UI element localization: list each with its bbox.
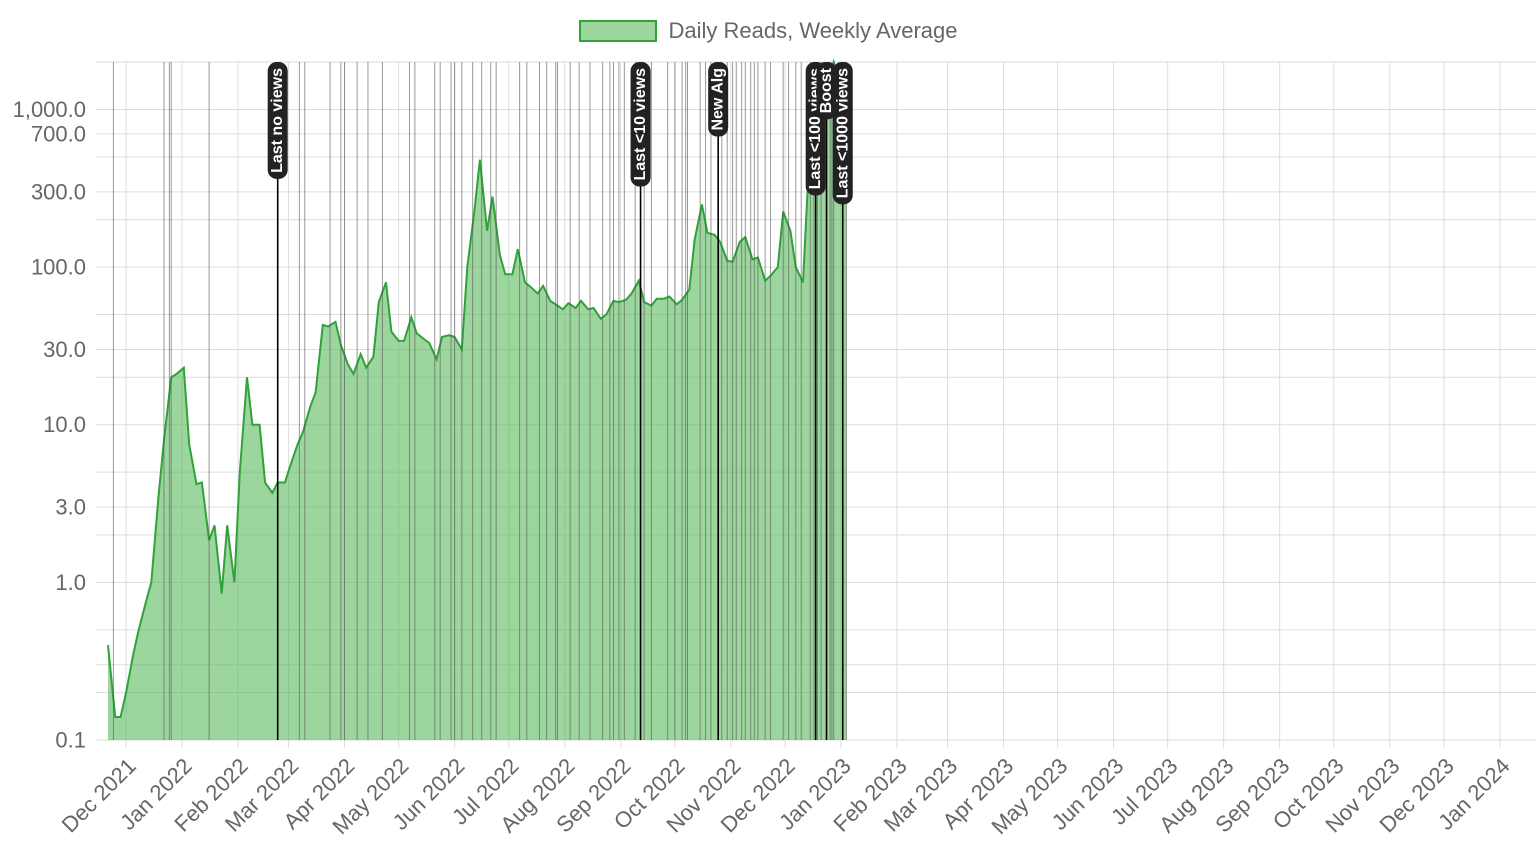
y-tick-label: 30.0 bbox=[43, 337, 86, 362]
legend-swatch bbox=[578, 20, 657, 42]
event-annotation-label: Boost bbox=[818, 67, 835, 113]
event-annotation-label: Last no views bbox=[269, 68, 286, 173]
series-area bbox=[108, 62, 847, 740]
event-annotation: Boost bbox=[816, 62, 837, 120]
y-tick-label: 0.1 bbox=[55, 728, 86, 753]
event-annotation: New Alg bbox=[708, 62, 729, 137]
event-annotation-bg bbox=[816, 62, 837, 120]
event-annotation-label: Last <1000 views bbox=[834, 68, 851, 198]
y-tick-label: 1.0 bbox=[55, 570, 86, 595]
y-tick-label: 700.0 bbox=[31, 121, 86, 146]
y-tick-label: 10.0 bbox=[43, 412, 86, 437]
event-annotation-bg bbox=[630, 62, 651, 187]
event-annotation-bg bbox=[708, 62, 729, 137]
event-annotation: Last <10 views bbox=[630, 62, 651, 187]
y-tick-label: 100.0 bbox=[31, 255, 86, 280]
event-annotation-bg bbox=[267, 62, 288, 179]
event-annotation-label: Last <10 views bbox=[632, 68, 649, 181]
event-annotation: Last no views bbox=[267, 62, 288, 179]
events-layer: Last no views Last <10 views New Alg Last <… bbox=[112, 62, 853, 740]
area-layer bbox=[107, 58, 848, 740]
series-line bbox=[107, 58, 848, 718]
event-annotation-label: New Alg bbox=[710, 68, 727, 131]
y-tick-label: 3.0 bbox=[55, 495, 86, 520]
event-annotation-bg bbox=[832, 62, 853, 205]
y-tick-label: 300.0 bbox=[31, 179, 86, 204]
event-annotation: Last <1000 views bbox=[832, 62, 853, 205]
y-tick-label: 1,000.0 bbox=[13, 97, 86, 122]
legend-label: Daily Reads, Weekly Average bbox=[668, 18, 958, 43]
legend[interactable]: Daily Reads, Weekly Average bbox=[0, 17, 1536, 45]
